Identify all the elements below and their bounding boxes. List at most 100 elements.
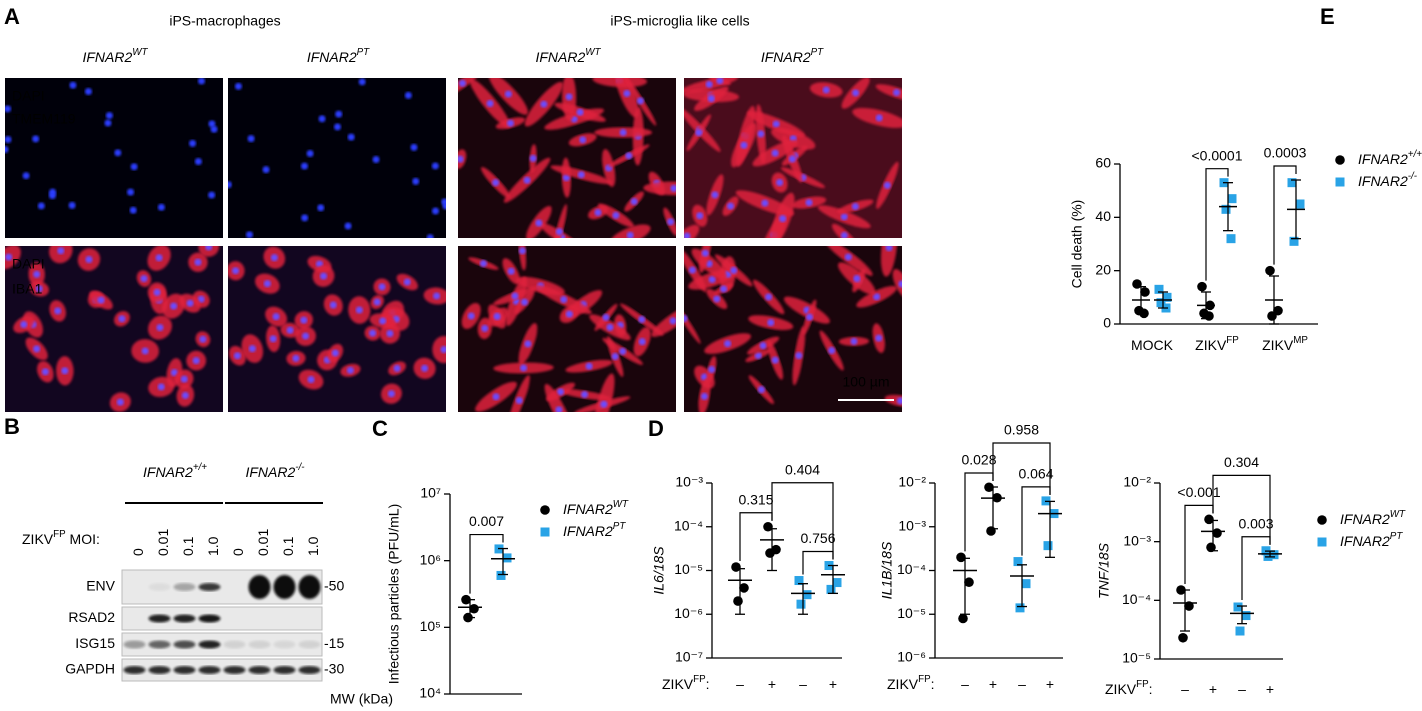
nucleus (194, 258, 202, 266)
y-tick-label: 0 (1103, 315, 1111, 331)
nucleus (194, 158, 202, 166)
nucleus (511, 292, 519, 300)
nucleus (57, 247, 65, 255)
x-tick-label: – (1018, 676, 1026, 692)
legend-label: IFNAR2+/+ (1358, 149, 1422, 167)
nucleus (433, 292, 441, 300)
nucleus (565, 310, 573, 318)
legend-label-part: IFNAR2 (1358, 173, 1408, 189)
nucleus (852, 89, 860, 97)
y-tick-label: 10⁻⁵ (897, 605, 926, 621)
blot-band (148, 614, 171, 623)
nucleus (851, 202, 859, 210)
legend-label-part: PT (613, 521, 627, 532)
nucleus (579, 136, 587, 144)
nucleus (759, 342, 767, 350)
comparison-bracket (1021, 486, 1051, 556)
micrograph (684, 246, 902, 412)
point (1233, 602, 1243, 612)
blot-band (198, 583, 221, 591)
mw-label: MW (kDa) (330, 691, 393, 707)
nucleus (670, 184, 676, 192)
nucleus (157, 203, 165, 211)
point (1015, 603, 1025, 613)
column-title-part: WT (585, 47, 601, 58)
point (731, 562, 741, 572)
x-axis-label-part: FP (1136, 679, 1149, 690)
legend-label-part: WT (613, 499, 629, 510)
micrograph-bg (5, 78, 223, 238)
p-value: <0.0001 (1192, 147, 1243, 163)
panel-letter: C (372, 416, 388, 441)
point (1235, 626, 1245, 636)
x-tick-label-part: + (1266, 681, 1274, 697)
nucleus (493, 312, 501, 320)
point (469, 603, 479, 614)
blot-band (248, 640, 271, 649)
micrograph (228, 246, 446, 412)
point (1021, 579, 1031, 589)
blot-band (198, 614, 221, 623)
nucleus (458, 155, 464, 163)
legend-label-part: WT (1390, 509, 1406, 520)
blot-strip (121, 606, 323, 631)
nucleus (898, 280, 902, 288)
nucleus (441, 198, 446, 206)
nucleus (727, 202, 735, 210)
nucleus (54, 307, 62, 315)
comparison-bracket (992, 442, 1051, 495)
nucleus (155, 254, 163, 262)
blot-band (223, 666, 246, 674)
nucleus (140, 275, 148, 283)
nucleus (192, 357, 200, 365)
genotype-label: IFNAR2-/- (245, 462, 305, 480)
moi-label-part: MOI: (66, 531, 100, 547)
nucleus (667, 218, 675, 226)
x-tick-label: ZIKVFP (1195, 335, 1239, 353)
nucleus (170, 302, 178, 310)
nucleus (85, 256, 93, 264)
nucleus (705, 80, 713, 88)
x-tick-label: – (799, 676, 807, 692)
p-value: 0.0003 (1264, 145, 1307, 161)
lane-label: 1.0 (305, 536, 321, 556)
point (1287, 178, 1297, 188)
point (832, 578, 842, 588)
nucleus (669, 317, 676, 325)
point (826, 584, 836, 594)
stain-label: DAPI (12, 256, 45, 272)
nucleus (233, 352, 241, 360)
mw-marker: -50 (324, 578, 344, 594)
legend-label: IFNAR2-/- (1358, 171, 1418, 189)
stain-label: DAPI (12, 88, 45, 104)
x-tick-label: + (1209, 681, 1217, 697)
nucleus (885, 246, 893, 252)
comparison-bracket (1212, 474, 1271, 545)
y-axis-label: IL1B/18S (879, 541, 895, 599)
y-tick-label: 10⁷ (420, 485, 441, 501)
panel-letter: B (4, 414, 20, 439)
nucleus (386, 329, 394, 337)
nucleus (481, 324, 489, 332)
legend-marker (540, 505, 550, 515)
nucleus (524, 340, 532, 348)
group-title: iPS-microglia like cells (610, 13, 749, 29)
nucleus (378, 283, 386, 291)
nucleus (850, 337, 858, 345)
nucleus (404, 91, 412, 99)
nucleus (130, 163, 138, 171)
column-title-part: IFNAR2 (761, 49, 811, 65)
nucleus (535, 219, 543, 227)
genotype-label-part: -/- (295, 462, 305, 473)
lane-label: 1.0 (205, 536, 221, 556)
point (1043, 541, 1053, 551)
p-value: 0.028 (961, 452, 996, 468)
y-tick-label: 60 (1095, 155, 1111, 171)
legend-marker (540, 527, 550, 537)
nucleus (306, 150, 314, 158)
nucleus (795, 352, 803, 360)
nucleus (84, 88, 92, 96)
nucleus (504, 90, 512, 98)
y-tick-label: 10⁻⁵ (1122, 650, 1151, 666)
y-tick-label: 10⁻⁵ (674, 561, 703, 577)
